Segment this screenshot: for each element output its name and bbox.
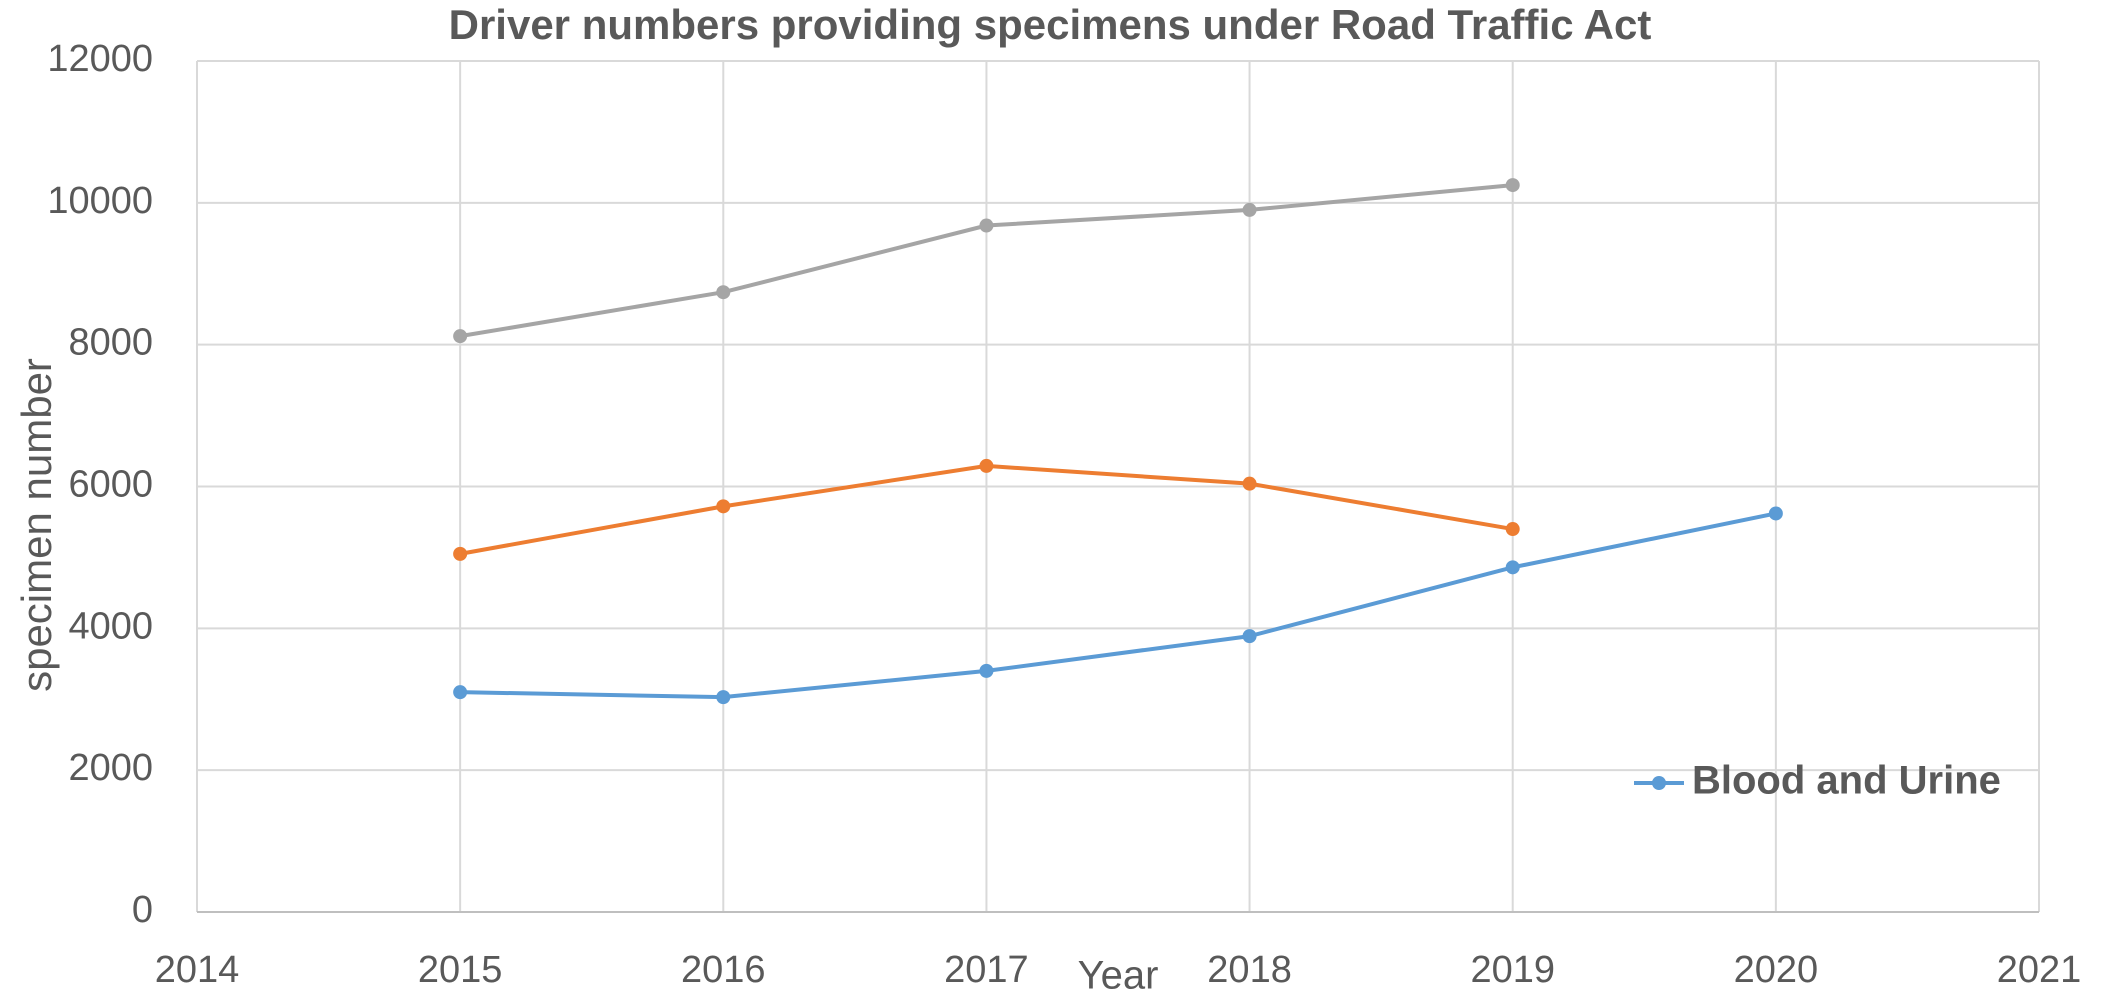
data-point — [1768, 506, 1783, 521]
data-point — [453, 546, 468, 561]
y-tick-label: 6000 — [68, 464, 153, 506]
data-point — [1505, 560, 1520, 575]
x-tick-label: 2018 — [1207, 949, 1292, 991]
data-point — [716, 499, 731, 514]
data-point — [979, 458, 994, 473]
x-tick-label: 2020 — [1734, 949, 1819, 991]
data-point — [1505, 178, 1520, 193]
y-tick-label: 10000 — [47, 180, 153, 222]
y-tick-label: 12000 — [47, 38, 153, 80]
data-point — [1505, 522, 1520, 537]
y-axis-label: specimen number — [13, 358, 60, 692]
data-point — [1242, 629, 1257, 644]
y-tick-label: 2000 — [68, 747, 153, 789]
y-tick-label: 4000 — [68, 605, 153, 647]
data-point — [1242, 476, 1257, 491]
x-tick-label: 2014 — [155, 949, 240, 991]
x-tick-label: 2021 — [1997, 949, 2082, 991]
x-axis-label: Year — [1078, 954, 1159, 995]
series-line — [460, 511, 1777, 700]
x-tick-label: 2016 — [681, 949, 766, 991]
data-point — [979, 218, 994, 233]
x-tick-label: 2019 — [1470, 949, 1555, 991]
legend-marker — [1652, 776, 1666, 790]
data-point — [979, 663, 994, 678]
legend-label: Blood and Urine — [1692, 759, 2001, 803]
data-point — [716, 690, 731, 705]
chart-title: Driver numbers providing specimens under… — [449, 1, 1652, 48]
x-tick-label: 2017 — [944, 949, 1029, 991]
y-tick-label: 0 — [132, 889, 153, 931]
data-point — [453, 329, 468, 344]
data-point — [716, 285, 731, 300]
data-point — [1242, 202, 1257, 217]
y-tick-label: 8000 — [68, 322, 153, 364]
data-point — [453, 685, 468, 700]
x-tick-label: 2015 — [418, 949, 503, 991]
